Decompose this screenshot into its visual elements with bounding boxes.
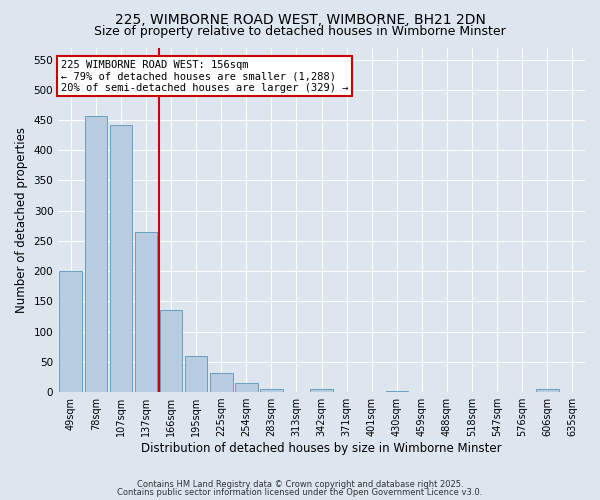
Text: 225 WIMBORNE ROAD WEST: 156sqm
← 79% of detached houses are smaller (1,288)
20% : 225 WIMBORNE ROAD WEST: 156sqm ← 79% of … xyxy=(61,60,349,93)
Bar xyxy=(210,372,233,392)
Bar xyxy=(260,389,283,392)
Text: Size of property relative to detached houses in Wimborne Minster: Size of property relative to detached ho… xyxy=(94,25,506,38)
Bar xyxy=(536,389,559,392)
X-axis label: Distribution of detached houses by size in Wimborne Minster: Distribution of detached houses by size … xyxy=(141,442,502,455)
Bar xyxy=(110,126,132,392)
Bar xyxy=(185,356,208,392)
Bar xyxy=(235,383,257,392)
Bar xyxy=(59,270,82,392)
Text: 225, WIMBORNE ROAD WEST, WIMBORNE, BH21 2DN: 225, WIMBORNE ROAD WEST, WIMBORNE, BH21 … xyxy=(115,12,485,26)
Bar xyxy=(160,310,182,392)
Bar xyxy=(310,389,333,392)
Text: Contains HM Land Registry data © Crown copyright and database right 2025.: Contains HM Land Registry data © Crown c… xyxy=(137,480,463,489)
Bar xyxy=(85,116,107,392)
Bar xyxy=(134,232,157,392)
Text: Contains public sector information licensed under the Open Government Licence v3: Contains public sector information licen… xyxy=(118,488,482,497)
Y-axis label: Number of detached properties: Number of detached properties xyxy=(15,127,28,313)
Bar xyxy=(386,391,408,392)
